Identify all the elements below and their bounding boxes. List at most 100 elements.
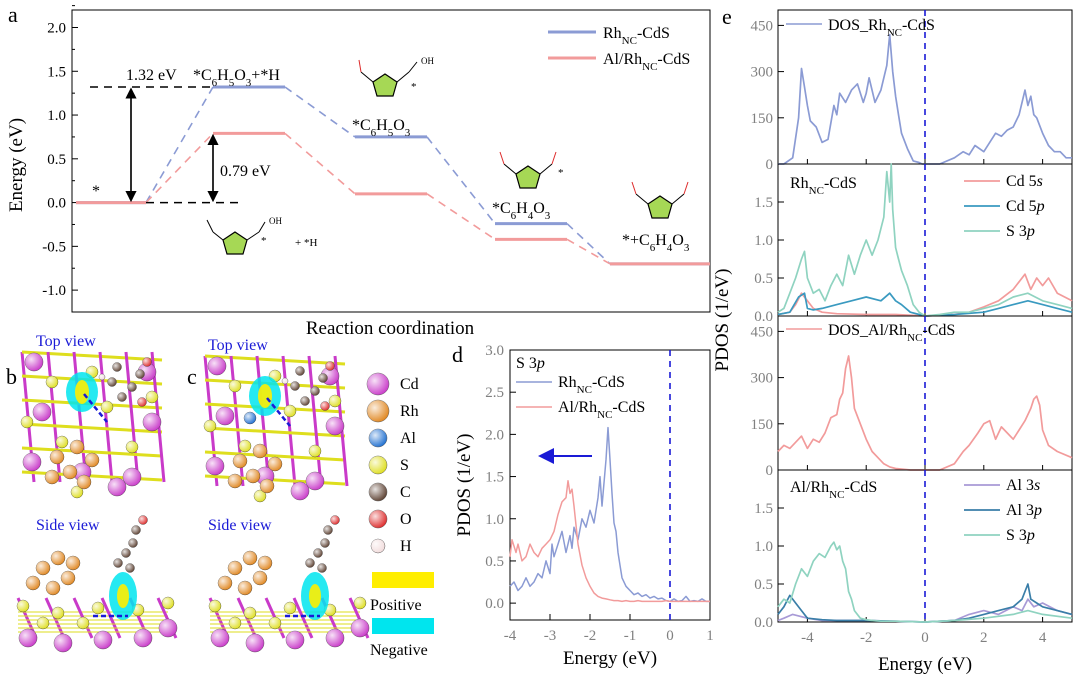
e-ytick-label: 300 [751, 371, 774, 387]
rh-atom-shine [61, 571, 75, 585]
s-atom-shine [209, 600, 221, 612]
rh-atom-shine [85, 453, 99, 467]
cd-atom-shine [206, 457, 224, 475]
c-atom-shine [107, 377, 117, 387]
positive-label: Positive [370, 597, 422, 614]
e-series-3-2 [777, 541, 1073, 623]
panel-b-side-structure [16, 515, 178, 653]
panel-c-top-structure [203, 354, 349, 503]
cd-atom-shine [23, 453, 41, 471]
s-atom-shine [46, 376, 58, 388]
s-atom-shine [254, 490, 266, 502]
d-ytick-label: 1.5 [485, 470, 504, 486]
atom-legend-shine [371, 539, 385, 553]
d-ytick-label: 0.5 [485, 554, 504, 570]
d-ytick-label: 3.0 [485, 343, 504, 359]
c-atom-shine [305, 558, 315, 568]
c-atom-shine [113, 558, 123, 568]
c-atom-shine [128, 538, 138, 548]
e-ytick-label: 450 [751, 324, 774, 340]
cd-atom-shine [123, 468, 141, 486]
s-atom-shine [162, 597, 174, 609]
cd-atom-shine [19, 629, 37, 647]
atom-legend-shine [369, 483, 387, 501]
state-0-label: * [92, 183, 100, 200]
s-bond [21, 350, 163, 362]
cd-atom-shine [216, 407, 234, 425]
atom-legend-label-al: Al [400, 430, 417, 447]
s-atom-shine [21, 416, 33, 428]
negative-label: Negative [370, 642, 428, 659]
o-atom-shine [330, 515, 340, 525]
d-xtick-label: 0 [666, 628, 674, 644]
panel-d-ticks: -4 -3 -2 -1 0 1 0.0 0.5 1.0 1.5 2.0 2.5 3.0 [485, 343, 714, 644]
rh-atom-shine [228, 561, 242, 575]
rh-atom-shine [218, 576, 232, 590]
s-atom-shine [101, 401, 113, 413]
cd-atom-shine [143, 413, 161, 431]
panel-a: a -1.0 -0.5 0.0 0.5 1.0 1.5 2.0 Energy (eV) Re… [6, 2, 711, 339]
panel-d-frame [509, 349, 711, 621]
s-atom-shine [354, 597, 366, 609]
a-ytick-label: 0.0 [47, 196, 66, 212]
atom-legend-shine [367, 400, 389, 422]
rh-atom-shine [45, 470, 59, 484]
panel-b-top-view-label: Top view [36, 333, 96, 350]
e1-legend-label: DOS_RhNC-CdS [828, 17, 935, 39]
cd-atom-shine [25, 353, 43, 371]
energy-connector-0-2 [426, 136, 496, 225]
panel-c-top-view-label: Top view [208, 337, 268, 354]
o-atom-shine [142, 357, 152, 367]
panel-d-legend-rh: RhNC-CdS [558, 374, 625, 396]
panel-b-top-structure [20, 350, 166, 499]
panel-c: c Top view Side view [187, 337, 370, 653]
panel-e: e 01503004500.00.51.01.501503004500.00.5… [712, 4, 1073, 675]
panel-b-side-view-label: Side view [36, 517, 100, 534]
rh-atom-shine [26, 576, 40, 590]
atom-legend-label-c: C [400, 484, 411, 501]
c-atom-shine [313, 548, 323, 558]
charge-positive [75, 380, 89, 404]
cd-s-bond [72, 351, 88, 483]
s-atom-shine [229, 617, 241, 629]
panel-d-legend-al: Al/RhNC-CdS [558, 399, 645, 421]
e-ytick-label: 0.0 [754, 615, 773, 631]
panel-d-ylabel: PDOS (1/eV) [454, 434, 475, 537]
bond-highlight [83, 393, 108, 423]
barrier-1-label: 1.32 eV [126, 67, 177, 84]
molecule-state0-drawing: OH * + *H [206, 216, 317, 255]
s-atom-shine [309, 445, 321, 457]
e2-legend: Cd 5s Cd 5p S 3p [964, 173, 1045, 240]
rh-atom-shine [66, 556, 80, 570]
rh-atom-shine [233, 454, 247, 468]
panel-a-energy-levels [76, 85, 710, 266]
a-ytick-label: 1.5 [47, 64, 66, 80]
panel-label-e: e [722, 4, 732, 29]
panel-d: d -4 -3 -2 -1 0 1 0.0 0.5 1.0 1.5 2.0 2.5 3.0 S 3p R… [452, 342, 714, 669]
c-atom-shine [310, 386, 320, 396]
energy-connector-1-2 [426, 193, 496, 241]
rh-atom-shine [228, 474, 242, 488]
s-atom-shine [92, 602, 104, 614]
e-legend-label: Al 3s [1006, 477, 1040, 494]
e-legend-label: Cd 5p [1006, 198, 1045, 215]
energy-connector-0-0 [145, 86, 214, 203]
panel-a-legend: RhNC-CdS Al/RhNC-CdS [548, 25, 690, 73]
e-legend-label: Cd 5s [1006, 173, 1043, 190]
s-atom-shine [329, 395, 341, 407]
atom-legend-shine [369, 456, 387, 474]
d-ytick-label: 2.0 [485, 427, 504, 443]
a-ytick-label: -0.5 [42, 239, 66, 255]
energy-connector-0-1 [284, 86, 356, 138]
c-atom-shine [317, 563, 327, 573]
c-atom-shine [125, 563, 135, 573]
bond-highlight [266, 397, 291, 427]
s-atom-shine [17, 600, 29, 612]
rh-atom-shine [238, 581, 252, 595]
d-series-0 [509, 426, 710, 603]
c-atom-shine [318, 373, 328, 383]
e-ytick-label: 0.5 [754, 271, 773, 287]
c-atom-shine [135, 369, 145, 379]
panel-d-title: S 3p [516, 355, 545, 372]
